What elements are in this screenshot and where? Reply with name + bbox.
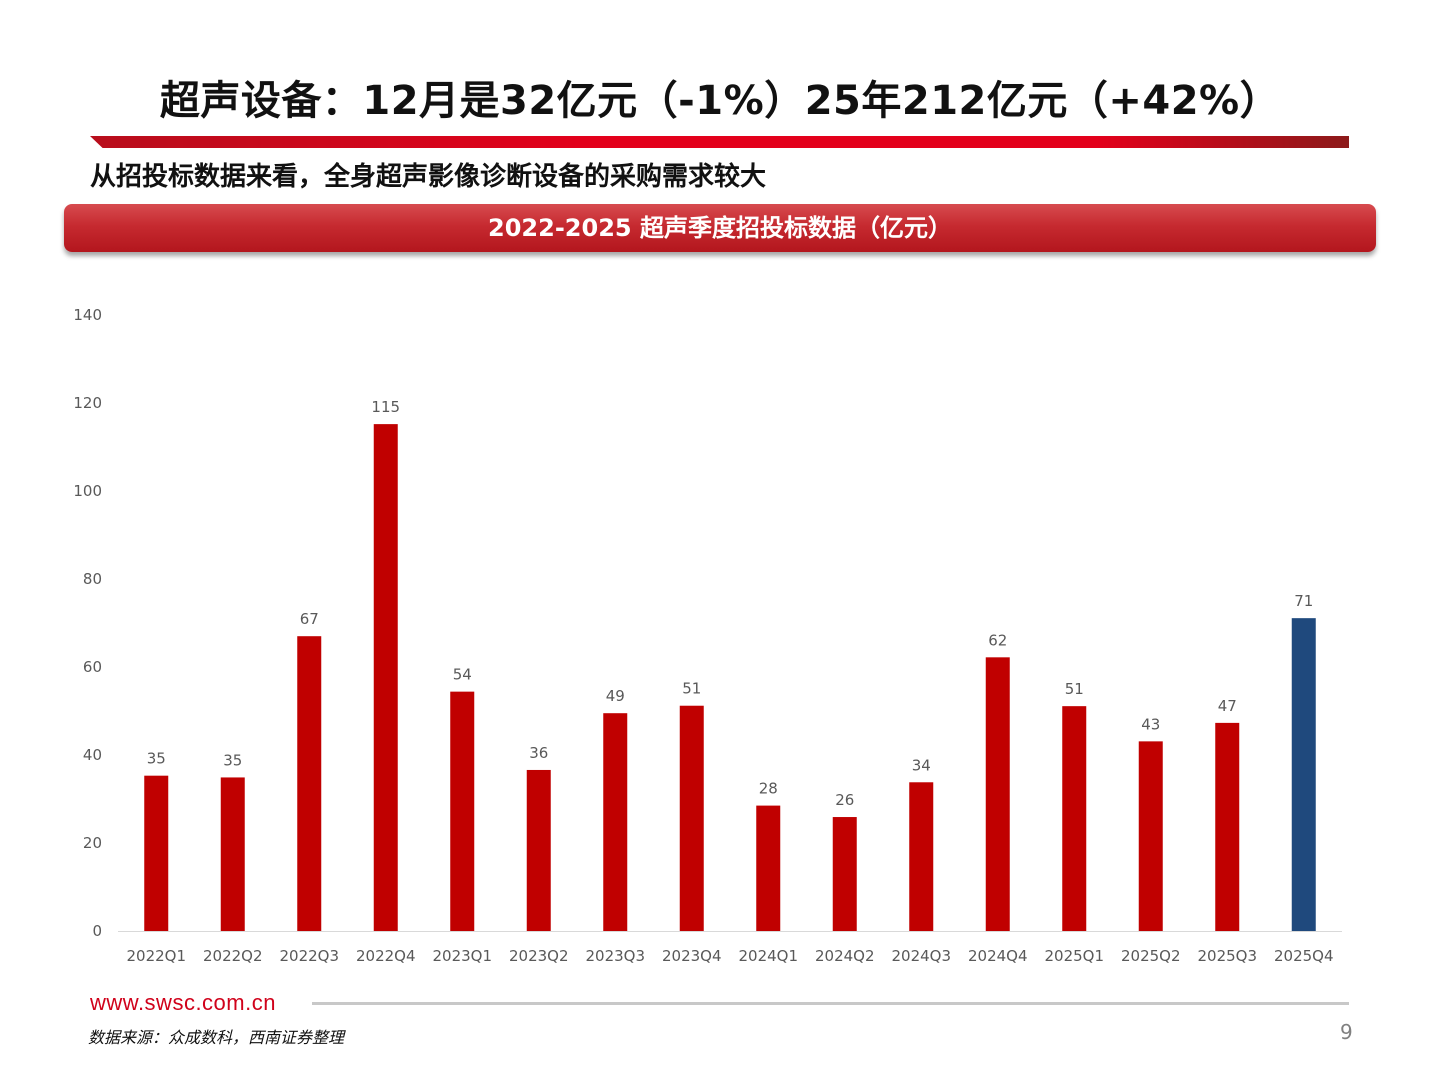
- data-label-2023Q1: 54: [453, 666, 472, 684]
- x-tick-label-2023Q4: 2023Q4: [662, 947, 722, 965]
- x-tick-label-2022Q3: 2022Q3: [279, 947, 339, 965]
- data-label-2024Q1: 28: [759, 780, 778, 798]
- x-tick-label-2024Q4: 2024Q4: [968, 947, 1028, 965]
- source-note: 数据来源：众成数科，西南证券整理: [88, 1028, 345, 1047]
- x-tick-label-2023Q3: 2023Q3: [585, 947, 645, 965]
- y-tick-label: 140: [73, 306, 102, 324]
- y-axis: 0 20 40 60 80 100 120 140: [73, 306, 102, 940]
- data-label-2024Q2: 26: [835, 791, 854, 809]
- footer-url[interactable]: www.swsc.com.cn: [90, 990, 276, 1015]
- footer-rule: [312, 1002, 1349, 1005]
- y-tick-label: 0: [92, 922, 102, 940]
- x-tick-label-2024Q1: 2024Q1: [738, 947, 798, 965]
- slide-subtitle: 从招投标数据来看，全身超声影像诊断设备的采购需求较大: [90, 162, 767, 192]
- bar-2025Q2: [1138, 741, 1163, 931]
- data-label-2022Q1: 35: [147, 750, 166, 768]
- x-tick-label-2025Q3: 2025Q3: [1197, 947, 1257, 965]
- bar-2022Q3: [297, 636, 322, 931]
- bar-2022Q4: [373, 424, 398, 931]
- data-label-2023Q4: 51: [682, 680, 701, 698]
- x-tick-label-2022Q1: 2022Q1: [126, 947, 186, 965]
- bar-2024Q2: [832, 817, 857, 931]
- y-tick-label: 60: [83, 658, 102, 676]
- y-tick-label: 100: [73, 482, 102, 500]
- x-tick-label-2024Q3: 2024Q3: [891, 947, 951, 965]
- x-tick-label-2022Q2: 2022Q2: [203, 947, 263, 965]
- y-tick-label: 120: [73, 394, 102, 412]
- page-number: 9: [1340, 1020, 1353, 1044]
- bar-2025Q1: [1062, 706, 1087, 931]
- data-label-2025Q4: 71: [1294, 592, 1313, 610]
- x-tick-label-2025Q4: 2025Q4: [1274, 947, 1334, 965]
- bar-2022Q2: [220, 777, 245, 931]
- bar-2023Q3: [603, 713, 628, 931]
- bar-2024Q1: [756, 805, 781, 931]
- data-label-2024Q3: 34: [912, 756, 931, 774]
- bar-2024Q3: [909, 782, 934, 931]
- x-tick-label-2023Q1: 2023Q1: [432, 947, 492, 965]
- data-label-2023Q3: 49: [606, 687, 625, 705]
- data-label-2023Q2: 36: [529, 744, 548, 762]
- data-label-2025Q2: 43: [1141, 715, 1160, 733]
- x-tick-label-2025Q1: 2025Q1: [1044, 947, 1104, 965]
- x-tick-label-2024Q2: 2024Q2: [815, 947, 875, 965]
- data-label-2022Q4: 115: [371, 398, 400, 416]
- x-tick-label-2025Q2: 2025Q2: [1121, 947, 1181, 965]
- y-tick-label: 80: [83, 570, 102, 588]
- bar-2023Q1: [450, 691, 475, 931]
- y-tick-label: 20: [83, 834, 102, 852]
- title-rule: [90, 136, 1349, 148]
- y-tick-label: 40: [83, 746, 102, 764]
- data-label-2024Q4: 62: [988, 631, 1007, 649]
- x-tick-label-2022Q4: 2022Q4: [356, 947, 416, 965]
- bar-2024Q4: [985, 657, 1010, 931]
- data-labels: 35 35 67 115 54 36 49 51 28 26 34 62 51 43 47 71: [147, 398, 1314, 809]
- bar-chart: 0 20 40 60 80 100 120 140 35 35 67 115 54 36 49 51 28 26…: [73, 306, 1342, 965]
- bar-2023Q2: [526, 769, 551, 931]
- bars: [144, 424, 1316, 931]
- data-label-2025Q1: 51: [1065, 680, 1084, 698]
- bar-2022Q1: [144, 775, 169, 931]
- slide-title: 超声设备：12月是32亿元（-1%）25年212亿元（+42%）: [159, 78, 1281, 124]
- chart-title-banner: 2022-2025 超声季度招投标数据（亿元）: [64, 204, 1376, 252]
- bar-2025Q3: [1215, 722, 1240, 931]
- x-axis: 2022Q1 2022Q2 2022Q3 2022Q4 2023Q1 2023Q2 2023…: [126, 947, 1333, 965]
- bar-2023Q4: [679, 705, 704, 931]
- data-label-2022Q2: 35: [223, 751, 242, 769]
- chart-area: 0 20 40 60 80 100 120 140 35 35 67 115 54 36 49 51 28 26…: [64, 290, 1376, 980]
- data-label-2022Q3: 67: [300, 610, 319, 628]
- x-tick-label-2023Q2: 2023Q2: [509, 947, 569, 965]
- bar-2025Q4: [1291, 618, 1316, 931]
- data-label-2025Q3: 47: [1218, 697, 1237, 715]
